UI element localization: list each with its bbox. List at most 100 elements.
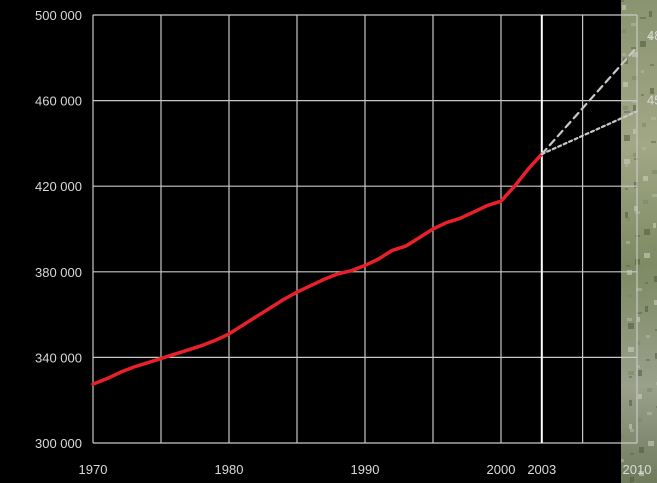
- photo-speck: [621, 0, 624, 2]
- photo-speck: [649, 11, 652, 17]
- series-line-solid: [91, 152, 544, 386]
- photo-speck: [650, 64, 654, 66]
- photo-speck: [634, 158, 638, 160]
- photo-speck: [632, 52, 638, 57]
- projection-end-label: 48: [647, 28, 657, 43]
- x-tick-label: 1990: [351, 462, 380, 477]
- y-tick-label: 300 000: [35, 436, 82, 451]
- photo-speck: [650, 88, 654, 94]
- photo-speck: [636, 264, 642, 268]
- photo-speck: [622, 53, 626, 56]
- photo-speck: [624, 159, 630, 164]
- photo-speck: [630, 453, 634, 455]
- photo-speck: [633, 105, 636, 111]
- y-tick-label: 420 000: [35, 179, 82, 194]
- photo-speck: [638, 418, 642, 422]
- photo-speck: [648, 441, 654, 446]
- photo-speck: [633, 129, 636, 134]
- photo-speck: [646, 335, 650, 338]
- photo-speck: [641, 70, 644, 73]
- x-tick-label: 1980: [215, 462, 244, 477]
- y-tick-label: 460 000: [35, 94, 82, 109]
- photo-speck: [636, 288, 642, 291]
- photo-speck: [622, 5, 626, 10]
- projection-end-label: 45: [647, 92, 657, 107]
- photo-speck: [627, 294, 632, 298]
- photo-speck: [631, 23, 636, 26]
- photo-speck: [632, 76, 638, 80]
- photo-speck: [621, 435, 624, 439]
- photo-speck: [651, 141, 656, 143]
- series-layer: [91, 45, 639, 386]
- photo-speck: [623, 106, 628, 110]
- y-tick-label: 340 000: [35, 350, 82, 365]
- series-line-dashed: [540, 45, 639, 156]
- photo-speck: [642, 147, 646, 150]
- photo-speck: [624, 135, 630, 141]
- photo-speck: [646, 359, 650, 361]
- photo-speck: [644, 253, 650, 258]
- photo-speck: [639, 471, 644, 476]
- photo-speck: [629, 376, 632, 378]
- photo-speck: [637, 341, 640, 345]
- photo-speck: [652, 170, 657, 174]
- photo-speck: [629, 424, 632, 429]
- photo-speck: [640, 41, 646, 47]
- photo-speck: [626, 217, 630, 221]
- photo-speck: [632, 100, 638, 103]
- photo-speck: [648, 465, 654, 469]
- photo-speck: [628, 371, 634, 375]
- photo-speck: [633, 153, 636, 157]
- photo-speck: [655, 353, 657, 359]
- photo-speck: [623, 82, 628, 87]
- photo-speck: [621, 459, 624, 462]
- photo-speck: [634, 206, 638, 211]
- x-tick-label: 2003: [527, 462, 556, 477]
- x-tick-label: 1970: [79, 462, 108, 477]
- photo-speck: [637, 317, 640, 322]
- photo-speck: [645, 282, 648, 284]
- photo-speck: [655, 329, 657, 331]
- photo-speck: [627, 318, 632, 321]
- tick-labels: 300 000 340 000 380 000 420 000 460 000 500 0…: [35, 8, 651, 477]
- photo-speck: [651, 117, 656, 120]
- photo-speck: [645, 306, 648, 312]
- photo-speck: [652, 194, 657, 197]
- photo-speck: [629, 400, 632, 406]
- photo-speck: [647, 388, 652, 392]
- photo-speck: [654, 300, 657, 305]
- y-tick-label: 380 000: [35, 265, 82, 280]
- photo-speck: [649, 35, 652, 40]
- photo-speck: [640, 17, 646, 19]
- photo-speck: [636, 312, 642, 314]
- grid-lines: [92, 14, 638, 444]
- photo-speck: [647, 412, 652, 415]
- x-tick-label: 2000: [487, 462, 516, 477]
- photo-speck: [622, 29, 626, 33]
- x-tick-label: 2010: [623, 462, 652, 477]
- photo-speck: [653, 223, 656, 228]
- photo-speck: [638, 370, 642, 376]
- photo-speck: [628, 347, 634, 352]
- photo-speck: [626, 241, 630, 244]
- photo-speck: [626, 265, 630, 267]
- photo-speck: [628, 323, 634, 329]
- photo-speck: [630, 477, 634, 483]
- photo-speck: [625, 212, 628, 218]
- photo-speck: [643, 200, 648, 204]
- series-line-dotted: [540, 110, 639, 156]
- photo-speck: [627, 270, 632, 275]
- photo-speck: [634, 182, 638, 188]
- photo-speck: [631, 47, 636, 49]
- photo-speck: [637, 365, 640, 368]
- y-tick-label: 500 000: [35, 8, 82, 23]
- photo-speck: [643, 176, 648, 181]
- photo-speck: [644, 229, 650, 235]
- photo-speck: [625, 188, 628, 190]
- photo-speck: [638, 394, 642, 399]
- photo-speck: [654, 276, 657, 282]
- projection-labels: 48 45: [647, 28, 657, 107]
- photo-speck: [639, 447, 644, 453]
- photo-speck: [630, 429, 634, 432]
